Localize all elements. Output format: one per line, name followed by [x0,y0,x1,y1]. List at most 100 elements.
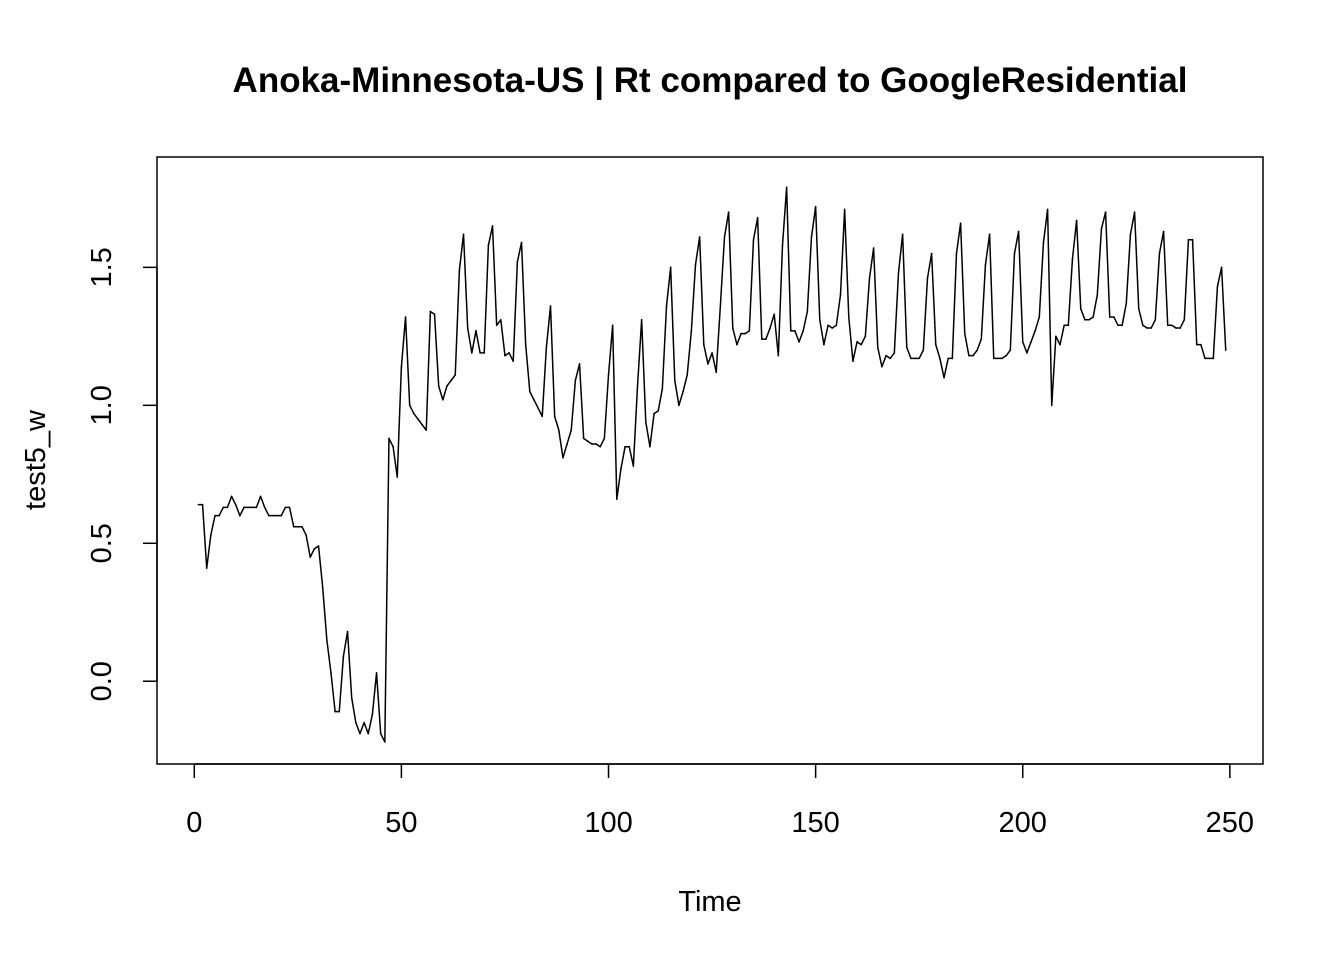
data-point [259,495,262,498]
data-point [723,236,726,238]
data-point [860,343,862,346]
data-point [512,360,515,362]
data-point [338,710,341,713]
data-point [1071,258,1074,260]
data-point [491,225,494,227]
data-point [1100,227,1103,230]
data-point [968,354,970,357]
data-point [450,379,452,382]
data-point [301,525,303,528]
data-point [566,443,568,445]
data-point [239,514,241,517]
data-point [781,244,784,247]
data-point [1001,357,1003,360]
data-point [649,445,651,448]
data-point [454,374,457,376]
data-point [802,330,804,332]
data-point [1162,230,1165,233]
data-point [1158,252,1161,255]
data-point [934,343,937,346]
data-point [553,415,556,418]
data-point [214,514,216,517]
data-point [533,399,535,401]
data-point [483,352,486,354]
data-point [839,294,842,296]
data-point [437,385,440,387]
data-point [715,371,718,374]
data-point [475,330,477,332]
data-point [769,327,771,329]
data-point [1204,357,1206,360]
data-point [1224,349,1227,351]
data-point [988,233,991,236]
data-point [910,357,912,360]
data-point [831,327,833,329]
data-point [1075,219,1078,222]
data-point [359,732,361,735]
data-point [396,476,399,478]
data-point [1009,349,1012,351]
data-point [1212,357,1215,360]
data-point [375,672,378,674]
data-point [495,324,498,327]
data-point [326,639,328,641]
data-point [520,241,523,244]
data-point [330,672,332,674]
data-point [868,277,871,280]
data-point [508,352,510,354]
data-points [197,186,1227,743]
data-point [218,514,220,517]
data-point [690,330,693,332]
data-point [197,503,200,506]
data-point [1179,327,1181,329]
x-tick-label: 100 [584,807,632,839]
data-point [1030,341,1032,343]
data-point [624,445,626,448]
data-point [1200,343,1202,346]
data-point [897,272,900,274]
data-point [1166,324,1169,327]
data-point [549,305,552,307]
data-point [417,418,419,420]
x-tick-label: 150 [791,807,839,839]
data-point [305,534,307,536]
data-point [777,354,780,357]
data-point [479,352,481,354]
data-point [943,376,945,379]
data-point [876,346,879,349]
data-point [719,305,722,307]
data-point [1079,307,1082,310]
data-point [516,261,519,263]
data-point [1017,230,1020,233]
data-point [442,399,444,401]
data-point [843,208,846,211]
plot-area-frame [156,156,1264,765]
data-point [268,514,270,517]
data-point [1104,211,1107,213]
data-point [881,365,883,368]
data-point [342,655,345,658]
data-point [1005,354,1007,357]
data-point [1108,316,1111,318]
y-axis-label: test5_w [20,409,52,510]
data-point [926,277,929,280]
data-point [1208,357,1210,360]
y-axis: 0.0 0.5 1.0 1.5 [86,247,158,701]
data-point [222,506,225,509]
data-point [1187,238,1190,241]
data-point [1067,324,1070,327]
data-point [1034,330,1036,332]
data-point [471,352,473,354]
data-point [984,263,987,266]
data-point [686,374,689,376]
data-point [951,357,954,360]
data-point [1137,307,1140,310]
data-point [247,506,249,509]
data-point [1038,316,1041,318]
data-point [620,467,622,470]
data-point [603,437,606,440]
data-point [864,335,867,338]
data-point [1084,318,1086,321]
data-point [1183,318,1186,321]
